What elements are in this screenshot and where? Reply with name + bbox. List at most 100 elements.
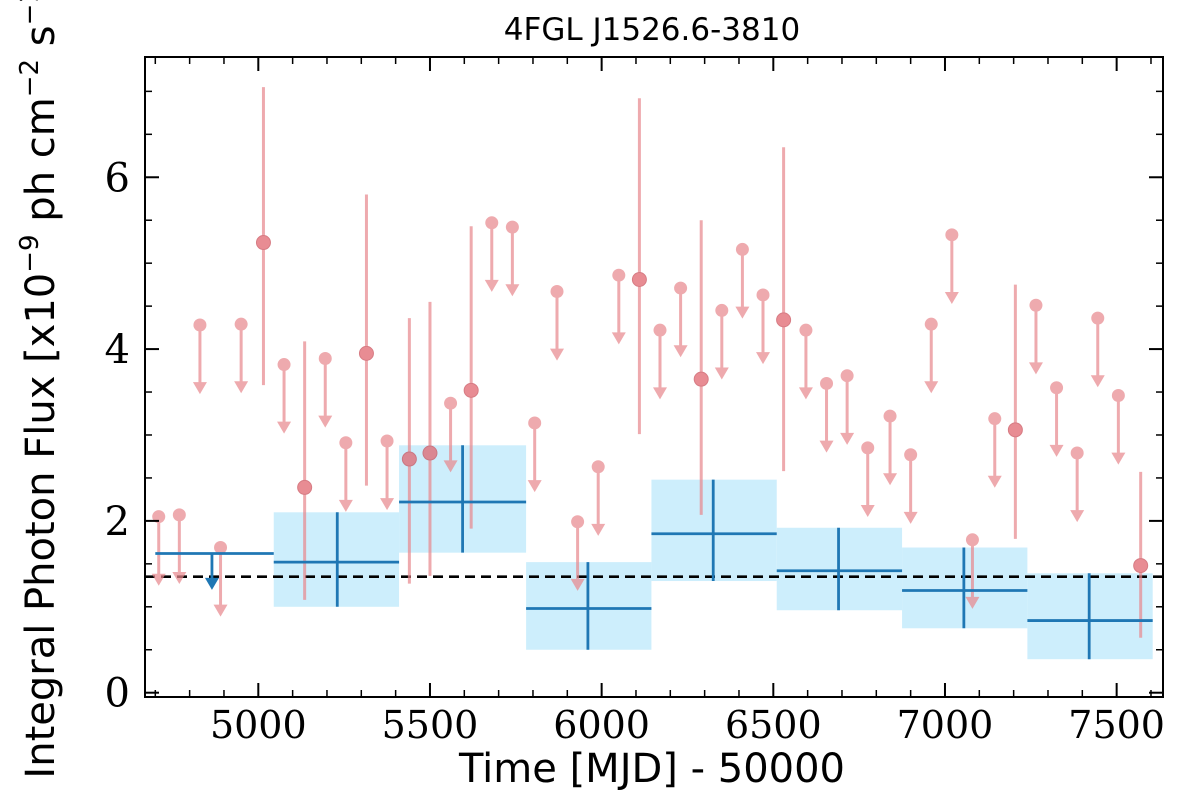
upper-limit-arrowhead: [234, 381, 249, 394]
detection-marker: [776, 312, 792, 328]
short-bin-upper-limit: [611, 268, 626, 345]
long-bin-detection: [1027, 573, 1153, 660]
short-bin-upper-limit: [151, 510, 166, 586]
upper-limit-marker: [715, 303, 729, 317]
short-bin-upper-limit: [860, 441, 875, 518]
short-bin-upper-limit: [883, 409, 898, 486]
short-bin-upper-limit: [172, 508, 187, 585]
upper-limit-arrowhead: [338, 499, 353, 512]
upper-limit-arrowhead: [714, 367, 729, 380]
long-bin-upper-limit: [155, 552, 274, 590]
x-tick-label: 6000: [553, 703, 650, 747]
upper-limit-marker: [505, 220, 519, 234]
upper-limit-marker: [653, 323, 667, 337]
upper-limit-arrowhead: [1049, 444, 1064, 457]
upper-limit-arrowhead: [673, 345, 688, 358]
upper-limit-marker: [612, 268, 626, 282]
short-bin-upper-limit: [213, 541, 228, 617]
short-bin-upper-limit: [484, 216, 499, 292]
upper-limit-arrowhead: [965, 596, 980, 609]
chart-title: 4FGL J1526.6-3810: [504, 12, 800, 48]
x-tick-label: 7000: [897, 703, 994, 747]
upper-limit-marker: [861, 441, 875, 455]
short-bin-upper-limit: [277, 358, 292, 434]
upper-limit-marker: [277, 358, 291, 372]
upper-limit-arrowhead: [213, 604, 228, 617]
upper-limit-arrowhead: [798, 387, 813, 400]
y-axis-label: Integral Photon Flux [x10−9 ph cm−2 s−1]: [15, 0, 64, 779]
upper-limit-marker: [988, 412, 1002, 426]
short-bin-upper-limit: [987, 412, 1002, 488]
short-bin-upper-limit: [318, 352, 333, 428]
short-bin-upper-limit: [1111, 388, 1126, 465]
upper-limit-arrowhead: [380, 498, 395, 511]
short-bin-upper-limit: [505, 220, 520, 297]
short-bin-upper-limit: [527, 416, 542, 493]
upper-limit-marker: [444, 396, 458, 410]
short-bin-detection: [463, 226, 479, 529]
upper-limit-arrowhead: [318, 415, 333, 428]
upper-limit-arrowhead: [756, 352, 771, 365]
short-bin-detection: [422, 301, 438, 576]
upper-limit-marker: [1111, 388, 1125, 402]
upper-limit-arrowhead: [484, 279, 499, 292]
upper-limit-arrowhead: [527, 480, 542, 493]
short-bin-upper-limit: [735, 242, 750, 319]
upper-limit-arrowhead: [1111, 452, 1126, 465]
upper-limit-marker: [591, 460, 605, 474]
short-bin-detection: [776, 147, 792, 472]
short-bin-upper-limit: [924, 317, 939, 394]
long-upper-limit-arrowhead: [204, 577, 219, 590]
upper-limit-marker: [380, 434, 394, 448]
long-bin-detection: [273, 512, 400, 607]
upper-limit-marker: [1050, 381, 1064, 395]
short-bin-upper-limit: [819, 376, 834, 453]
short-bin-upper-limit: [903, 448, 918, 524]
upper-limit-arrowhead: [1070, 510, 1085, 523]
short-bin-detection: [401, 318, 417, 584]
x-tick-label: 5500: [382, 703, 479, 747]
upper-limit-arrowhead: [277, 421, 292, 434]
upper-limit-marker: [485, 216, 499, 230]
short-bin-upper-limit: [798, 323, 813, 400]
upper-limit-arrowhead: [944, 291, 959, 304]
axes: 5000 5500 6000 6500 7000 7500 0 2 4 6: [105, 56, 1165, 747]
short-bin-detection: [358, 194, 374, 486]
upper-limit-arrowhead: [653, 387, 668, 400]
upper-limit-marker: [883, 409, 897, 423]
short-bin-upper-limit: [840, 369, 855, 445]
x-tick-label: 7500: [1068, 703, 1165, 747]
short-bin-upper-limit: [234, 317, 249, 394]
short-bin-upper-limit: [1070, 446, 1085, 523]
upper-limit-marker: [735, 242, 749, 256]
upper-limit-marker: [965, 533, 979, 547]
short-bin-detection: [297, 341, 313, 600]
upper-limit-marker: [799, 323, 813, 337]
upper-limit-marker: [339, 436, 353, 450]
upper-limit-arrowhead: [192, 382, 207, 395]
upper-limit-arrowhead: [903, 511, 918, 524]
upper-limit-marker: [550, 285, 564, 299]
y-tick-label: 4: [105, 327, 130, 373]
upper-limit-arrowhead: [550, 348, 565, 361]
x-tick-label: 5000: [210, 703, 307, 747]
short-bin-detection: [631, 98, 647, 435]
upper-limit-arrowhead: [840, 432, 855, 445]
upper-limit-arrowhead: [1028, 362, 1043, 375]
upper-limit-marker: [1029, 298, 1043, 312]
upper-limit-arrowhead: [1090, 375, 1105, 388]
y-tick-label: 2: [105, 499, 130, 545]
upper-limit-marker: [840, 369, 854, 383]
short-bin-upper-limit: [944, 228, 959, 304]
upper-limit-arrowhead: [987, 475, 1002, 488]
short-bin-detection: [1133, 471, 1149, 638]
short-bin-upper-limit: [338, 436, 353, 512]
x-axis-label: Time [MJD] - 50000: [458, 746, 845, 792]
detection-marker: [358, 345, 374, 361]
upper-limit-arrowhead: [570, 578, 585, 591]
short-bin-upper-limit: [570, 515, 585, 591]
x-tick-label: 6500: [725, 703, 822, 747]
upper-limit-marker: [571, 515, 585, 529]
detection-marker: [255, 235, 271, 251]
upper-limit-arrowhead: [611, 332, 626, 345]
